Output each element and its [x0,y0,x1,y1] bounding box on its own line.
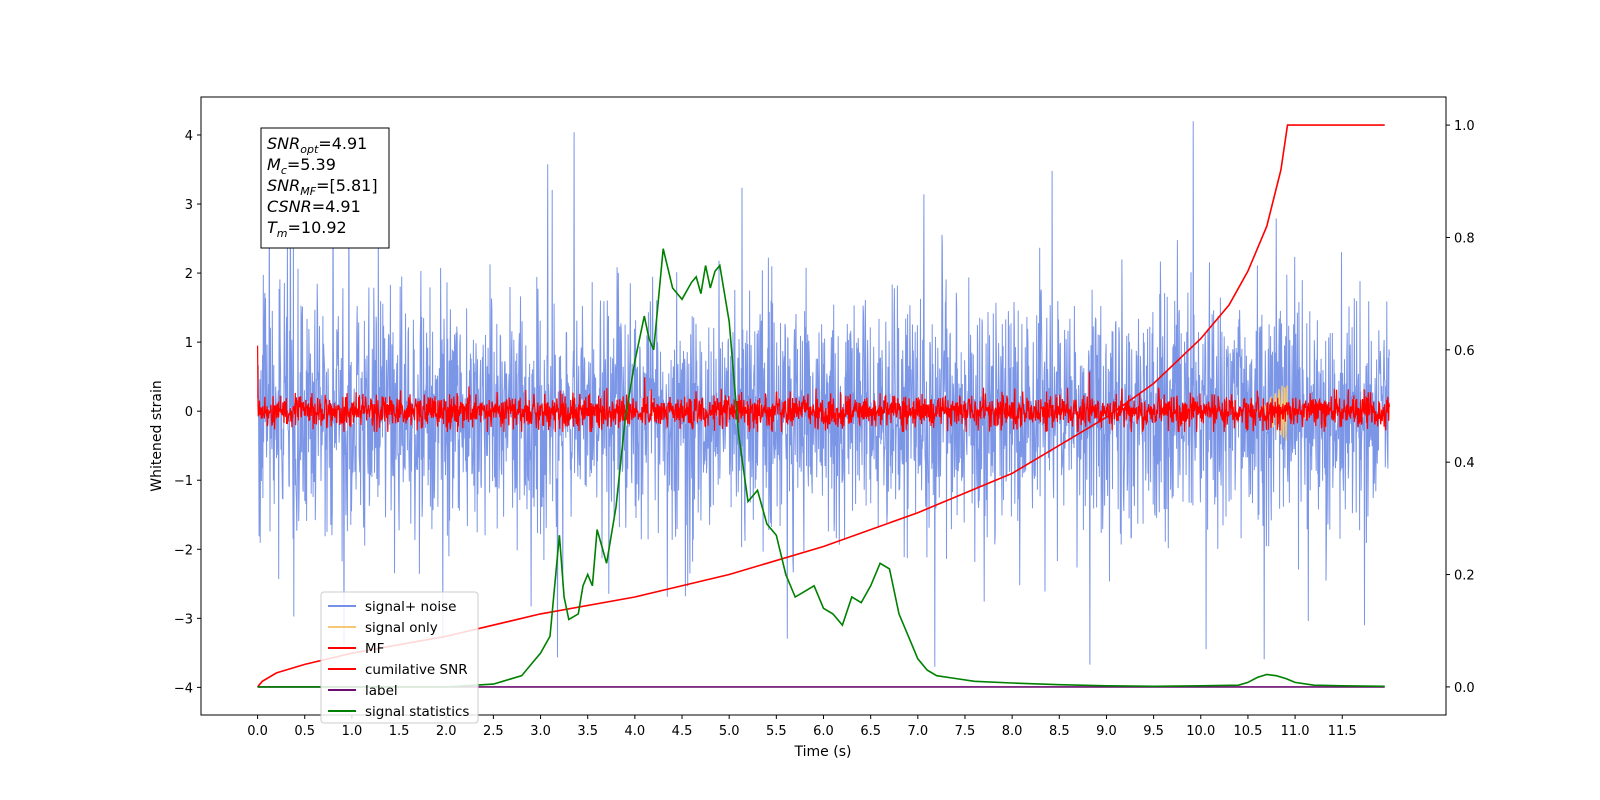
y-tick-label: −2 [174,543,193,558]
annotation-line: Mc=5.39 [267,155,336,177]
series-line [257,121,1390,667]
annotation-line: SNRopt=4.91 [267,134,367,156]
y-axis-label: Whitened strain [149,380,165,491]
y-tick-label: −4 [174,681,193,696]
annotation-frame [260,127,390,249]
annotation-line: CSNR=4.91 [267,197,361,216]
x-tick-label: 1.5 [389,724,410,739]
x-tick-label: 6.0 [813,724,834,739]
x-tick-label: 11.0 [1281,724,1310,739]
series-line [257,345,1390,433]
x-tick-label: 8.5 [1049,724,1070,739]
y-tick-label: 4 [185,129,193,144]
x-tick-label: 3.0 [530,724,551,739]
y2-tick-label: 0.2 [1454,569,1475,584]
legend-entry: MF [365,641,384,657]
x-tick-label: 0.5 [294,724,315,739]
x-tick-label: 0.0 [247,724,268,739]
x-tick-label: 1.0 [342,724,363,739]
legend: signal+ noise signal only MF cumilative SNR… [320,591,479,724]
annotation-line: SNRMF=[5.81] [267,176,378,198]
x-axis-label: Time (s) [794,744,852,760]
y2-tick-label: 0.4 [1454,456,1475,471]
y-tick-label: 1 [185,336,193,351]
x-tick-label: 10.0 [1186,724,1215,739]
x-tick-label: 6.5 [860,724,881,739]
x-tick-label: 7.5 [955,724,976,739]
x-tick-label: 8.0 [1002,724,1023,739]
x-tick-label: 2.0 [436,724,457,739]
x-tick-label: 11.5 [1328,724,1357,739]
x-tick-label: 2.5 [483,724,504,739]
y-tick-label: 2 [185,267,193,282]
x-tick-label: 4.0 [625,724,646,739]
legend-entry: signal statistics [365,704,469,720]
legend-entry: cumilative SNR [365,662,468,678]
y-tick-label: 3 [185,198,193,213]
x-tick-label: 5.5 [766,724,787,739]
x-tick-label: 3.5 [577,724,598,739]
ticks-layer: 0.0 0.5 1.0 1.5 2.0 2.5 3.0 3.5 4.0 4.5 5.0 5.5 6.0 6… [174,119,1475,739]
series-line [257,248,1385,688]
y2-tick-label: 0.0 [1454,681,1475,696]
y2-tick-label: 0.8 [1454,231,1475,246]
y-tick-label: −3 [174,612,193,627]
annotation-line: Tm=10.92 [267,218,347,240]
y-tick-label: 0 [185,405,193,420]
x-tick-label: 9.0 [1096,724,1117,739]
x-tick-label: 7.0 [907,724,928,739]
x-tick-label: 9.5 [1143,724,1164,739]
y2-tick-label: 1.0 [1454,119,1475,134]
legend-entry: signal+ noise [365,599,456,615]
x-tick-label: 5.0 [719,724,740,739]
x-tick-label: 4.5 [672,724,693,739]
legend-entry: signal only [365,620,438,636]
legend-entry: label [365,683,398,699]
legend-frame [320,591,479,724]
x-tick-label: 10.5 [1233,724,1262,739]
y-tick-label: −1 [174,474,193,489]
y2-tick-label: 0.6 [1454,344,1475,359]
